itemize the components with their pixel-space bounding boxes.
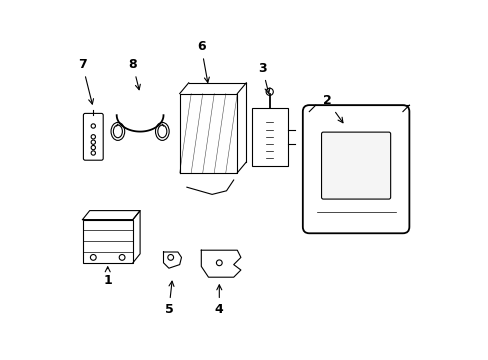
- Text: 1: 1: [103, 267, 112, 287]
- Text: 8: 8: [128, 58, 140, 90]
- Text: 6: 6: [197, 40, 209, 82]
- FancyBboxPatch shape: [302, 105, 408, 233]
- FancyBboxPatch shape: [83, 113, 103, 160]
- FancyBboxPatch shape: [321, 132, 390, 199]
- Text: 4: 4: [215, 285, 223, 316]
- Ellipse shape: [155, 122, 169, 140]
- Ellipse shape: [158, 125, 166, 138]
- Circle shape: [90, 255, 96, 260]
- Circle shape: [91, 145, 95, 150]
- Circle shape: [167, 255, 173, 260]
- Circle shape: [119, 255, 125, 260]
- Circle shape: [91, 151, 95, 155]
- Bar: [251, 108, 287, 166]
- Circle shape: [265, 88, 273, 95]
- Circle shape: [91, 124, 95, 128]
- Bar: [82, 220, 133, 263]
- Circle shape: [216, 260, 222, 266]
- Text: 7: 7: [78, 58, 93, 104]
- Ellipse shape: [111, 122, 124, 140]
- Text: 5: 5: [164, 281, 174, 316]
- Text: 2: 2: [322, 94, 342, 123]
- Circle shape: [91, 135, 95, 139]
- Circle shape: [91, 140, 95, 144]
- Text: 3: 3: [258, 62, 269, 93]
- Ellipse shape: [113, 125, 122, 138]
